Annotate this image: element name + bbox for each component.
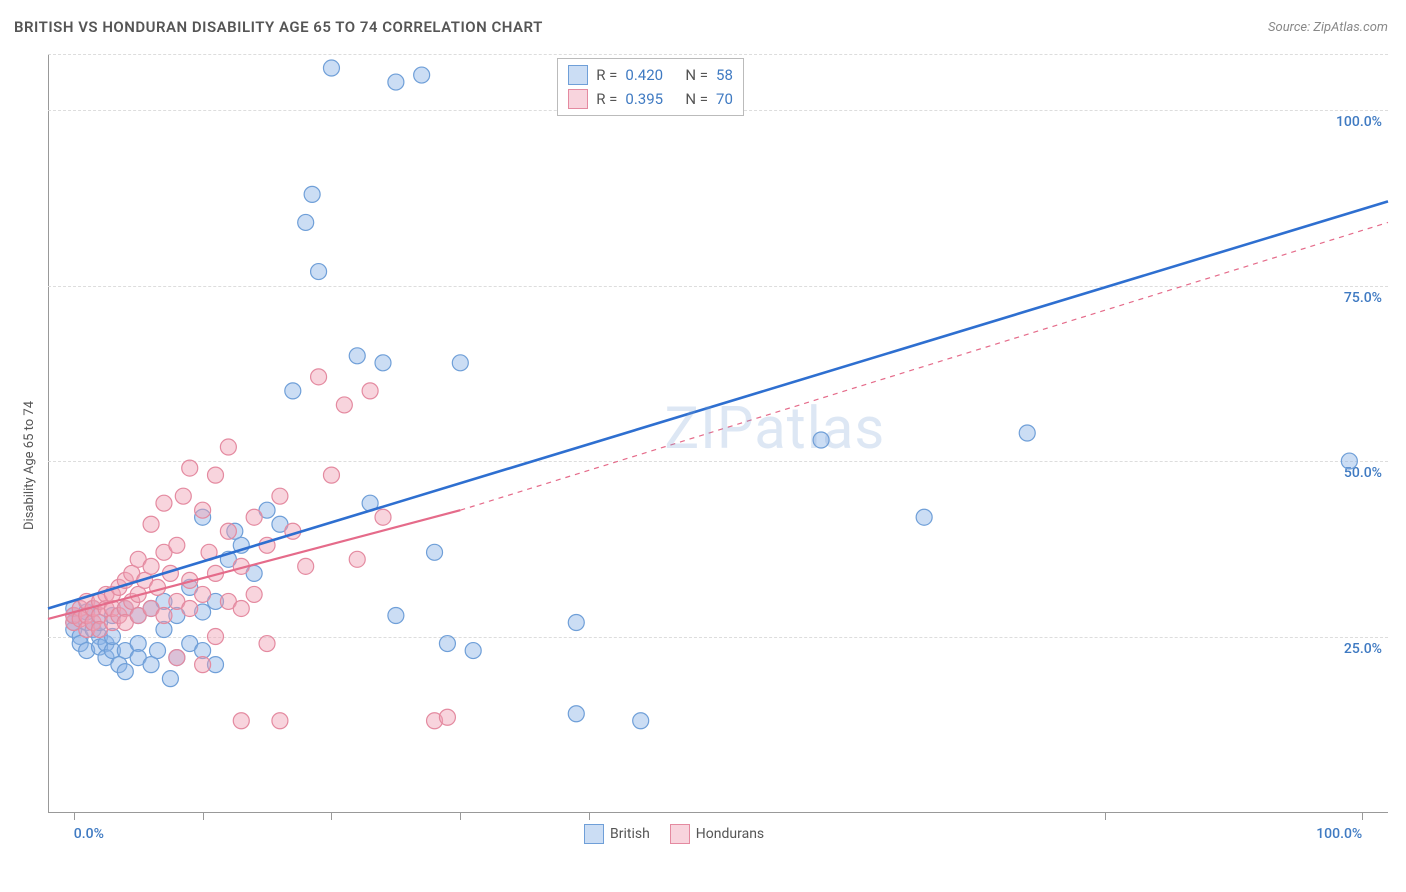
- x-tick: [460, 812, 461, 820]
- data-point: [298, 558, 314, 574]
- legend-label: Hondurans: [696, 826, 764, 842]
- data-point: [195, 657, 211, 673]
- x-tick: [331, 812, 332, 820]
- data-point: [439, 709, 455, 725]
- data-point: [568, 615, 584, 631]
- stat-r-value: 0.395: [625, 87, 677, 111]
- data-point: [162, 671, 178, 687]
- data-point: [182, 600, 198, 616]
- legend-item: British: [584, 824, 650, 844]
- data-point: [298, 214, 314, 230]
- x-tick: [74, 812, 75, 820]
- data-point: [272, 488, 288, 504]
- data-point: [388, 607, 404, 623]
- data-point: [323, 467, 339, 483]
- data-point: [246, 509, 262, 525]
- x-tick: [1105, 812, 1106, 820]
- series-swatch: [670, 824, 690, 844]
- data-point: [375, 509, 391, 525]
- stat-n-value: 58: [716, 63, 733, 87]
- data-point: [182, 460, 198, 476]
- x-tick: [589, 812, 590, 820]
- data-point: [175, 488, 191, 504]
- series-swatch: [568, 89, 588, 109]
- series-legend: British Hondurans: [584, 824, 764, 844]
- data-point: [1019, 425, 1035, 441]
- stat-r-value: 0.420: [625, 63, 677, 87]
- data-point: [414, 67, 430, 83]
- trend-line-extrapolated: [460, 222, 1388, 510]
- data-point: [452, 355, 468, 371]
- data-point: [388, 74, 404, 90]
- x-tick-label: 0.0%: [74, 826, 104, 842]
- data-point: [813, 432, 829, 448]
- data-point: [439, 636, 455, 652]
- data-point: [427, 544, 443, 560]
- data-point: [272, 713, 288, 729]
- data-point: [568, 706, 584, 722]
- trend-line: [48, 201, 1388, 608]
- x-tick-label: 100.0%: [1316, 826, 1362, 842]
- data-point: [150, 643, 166, 659]
- stat-n-label: N =: [685, 63, 708, 87]
- data-point: [362, 383, 378, 399]
- x-axis: [48, 812, 1388, 813]
- data-point: [349, 551, 365, 567]
- data-point: [1341, 453, 1357, 469]
- legend-item: Hondurans: [670, 824, 764, 844]
- data-point: [233, 600, 249, 616]
- data-point: [375, 355, 391, 371]
- y-axis-label: Disability Age 65 to 74: [22, 401, 37, 530]
- data-point: [336, 397, 352, 413]
- data-point: [169, 537, 185, 553]
- data-point: [208, 629, 224, 645]
- data-point: [208, 467, 224, 483]
- data-point: [311, 264, 327, 280]
- legend-label: British: [610, 826, 650, 842]
- data-point: [233, 713, 249, 729]
- stat-n-label: N =: [685, 87, 708, 111]
- data-point: [195, 586, 211, 602]
- data-point: [246, 586, 262, 602]
- plot-svg: [48, 54, 1388, 812]
- data-point: [633, 713, 649, 729]
- data-point: [150, 579, 166, 595]
- data-point: [169, 650, 185, 666]
- scatter-plot: 25.0%50.0%75.0%100.0%0.0%100.0%: [48, 54, 1388, 812]
- x-tick: [1362, 812, 1363, 820]
- data-point: [143, 516, 159, 532]
- chart-title: BRITISH VS HONDURAN DISABILITY AGE 65 TO…: [14, 18, 543, 36]
- stats-row: R = 0.420 N = 58: [568, 63, 733, 87]
- data-point: [156, 495, 172, 511]
- data-point: [117, 664, 133, 680]
- data-point: [323, 60, 339, 76]
- data-point: [304, 186, 320, 202]
- data-point: [916, 509, 932, 525]
- stat-n-value: 70: [716, 87, 733, 111]
- stats-row: R = 0.395 N = 70: [568, 87, 733, 111]
- data-point: [285, 383, 301, 399]
- data-point: [259, 636, 275, 652]
- data-point: [220, 439, 236, 455]
- stats-legend: R = 0.420 N = 58 R = 0.395 N = 70: [557, 58, 744, 116]
- data-point: [195, 502, 211, 518]
- data-point: [465, 643, 481, 659]
- series-swatch: [568, 65, 588, 85]
- series-swatch: [584, 824, 604, 844]
- x-tick: [203, 812, 204, 820]
- data-point: [311, 369, 327, 385]
- stat-r-label: R =: [596, 87, 617, 111]
- data-point: [220, 523, 236, 539]
- data-point: [349, 348, 365, 364]
- data-point: [143, 558, 159, 574]
- data-point: [156, 607, 172, 623]
- source-attribution: Source: ZipAtlas.com: [1268, 20, 1388, 35]
- stat-r-label: R =: [596, 63, 617, 87]
